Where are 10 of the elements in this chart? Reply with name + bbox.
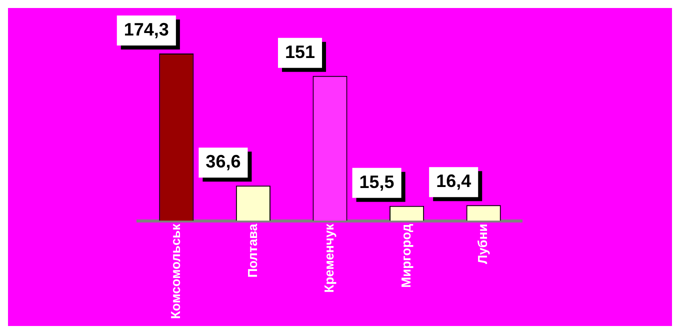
x-tick-label: Кременчук xyxy=(322,223,337,293)
data-label: 16,4 xyxy=(436,171,472,192)
x-tick-label: Комсомольськ xyxy=(168,223,183,320)
data-label: 174,3 xyxy=(124,19,169,40)
x-tick-label: Полтава xyxy=(244,223,260,278)
data-label: 36,6 xyxy=(206,152,241,172)
data-label: 151 xyxy=(284,42,316,62)
x-tick-label: Лубни xyxy=(475,224,490,264)
x-tick-label: Миргород xyxy=(398,223,414,288)
data-label: 15,5 xyxy=(359,172,394,192)
